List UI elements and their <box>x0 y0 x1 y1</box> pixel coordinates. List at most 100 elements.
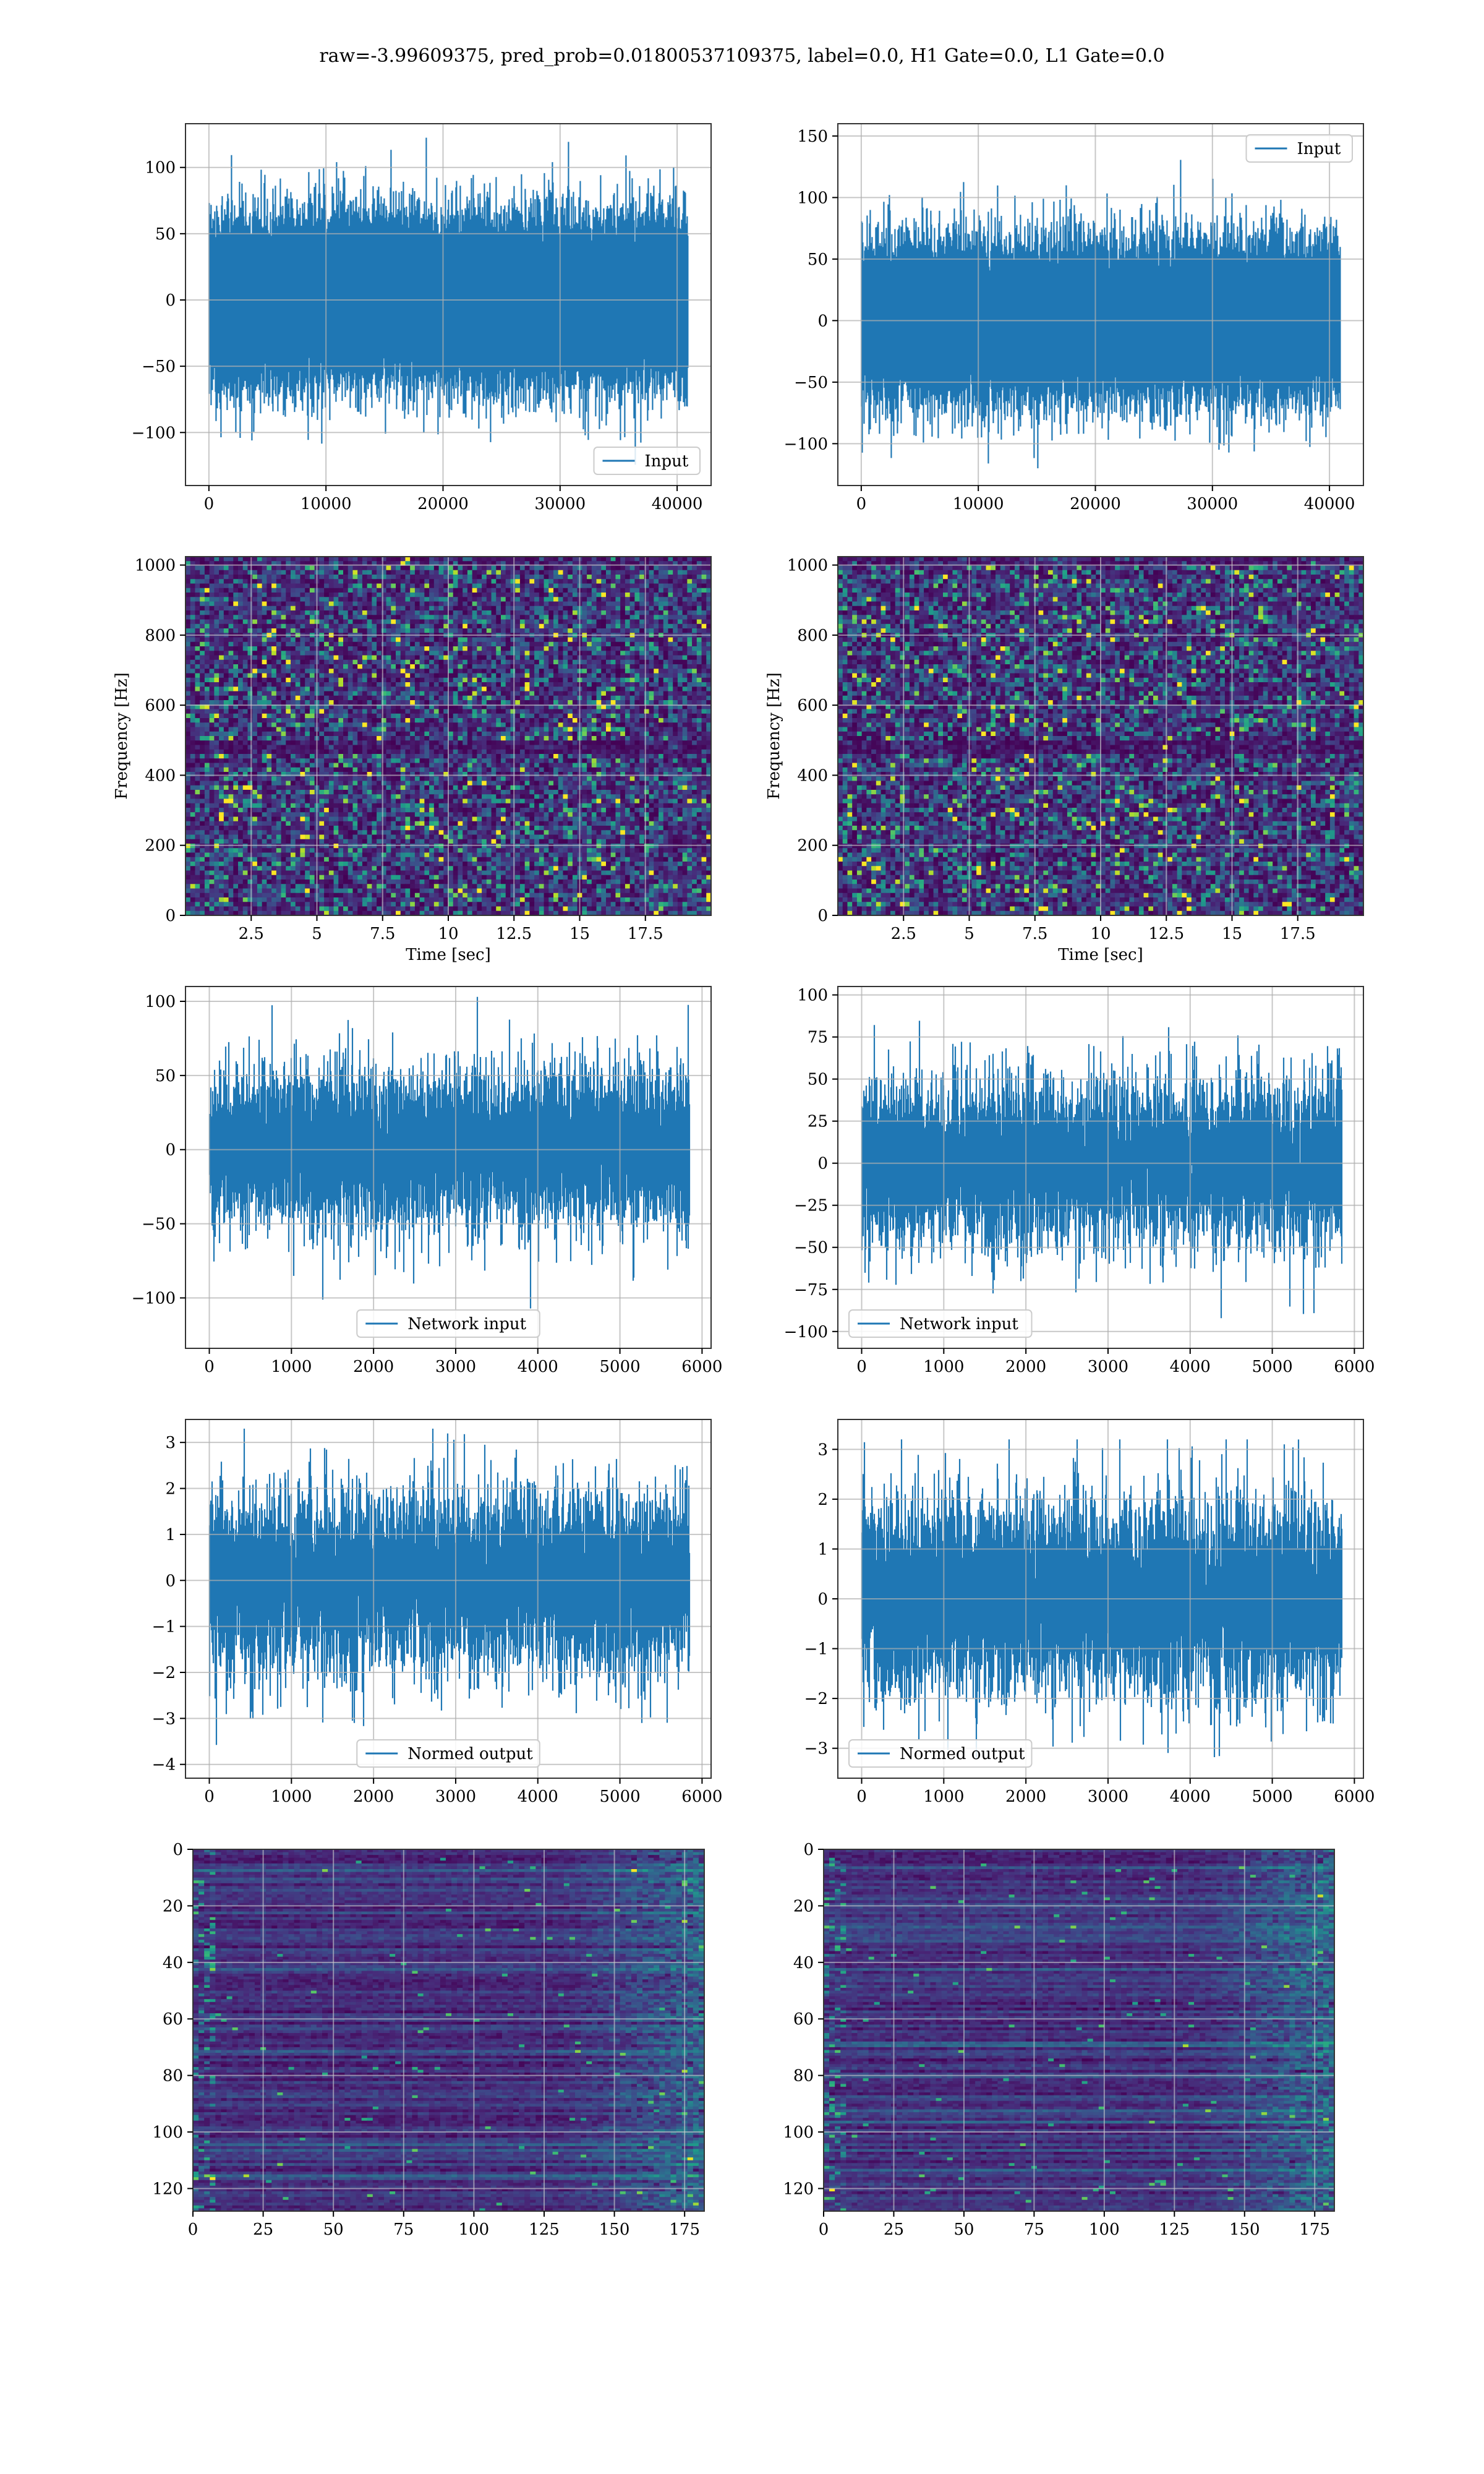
spectrogram-cell <box>644 588 650 593</box>
spectrogram-cell <box>405 682 411 687</box>
spectrogram-cell <box>443 664 449 669</box>
spectrogram-cell <box>515 606 521 611</box>
spectrogram-cell <box>458 669 463 674</box>
spectrogram-cell <box>400 673 406 678</box>
spectrogram-cell <box>247 691 253 696</box>
spectrogram-cell <box>539 593 545 597</box>
spectrogram-cell <box>491 570 497 575</box>
spectrogram-cell <box>572 619 578 625</box>
spectrogram-cell <box>539 588 545 593</box>
spectrogram-cell <box>682 727 688 732</box>
spectrogram-cell <box>405 691 411 696</box>
spectrogram-cell <box>644 641 650 647</box>
spectrogram-cell <box>692 579 697 584</box>
spectrogram-cell <box>372 588 377 593</box>
spectrogram-cell <box>572 722 578 728</box>
spectrogram-cell <box>214 727 220 732</box>
spectrogram-cell <box>381 641 387 647</box>
spectrogram-cell <box>467 677 473 683</box>
spectrogram-cell <box>233 601 239 607</box>
spectrogram-cell <box>386 646 391 651</box>
spectrogram-cell <box>338 655 344 661</box>
spectrogram-cell <box>262 646 267 651</box>
spectrogram-cell <box>572 727 578 732</box>
spectrogram-cell <box>377 740 382 746</box>
spectrogram-cell <box>596 736 602 741</box>
spectrogram-cell <box>453 601 459 607</box>
spectrogram-cell <box>486 727 492 732</box>
spectrogram-cell <box>668 641 673 647</box>
spectrogram-cell <box>257 691 263 696</box>
spectrogram-cell <box>659 682 664 687</box>
spectrogram-cell <box>429 718 435 723</box>
spectrogram-cell <box>386 704 391 710</box>
spectrogram-cell <box>276 691 282 696</box>
spectrogram-cell <box>424 597 430 602</box>
spectrogram-cell <box>209 646 215 651</box>
spectrogram-cell <box>501 713 506 719</box>
spectrogram-cell <box>305 557 310 562</box>
spectrogram-cell <box>654 713 659 719</box>
spectrogram-cell <box>524 615 530 620</box>
spectrogram-cell <box>319 646 325 651</box>
spectrogram-cell <box>591 597 597 602</box>
spectrogram-cell <box>673 687 678 692</box>
spectrogram-cell <box>610 623 616 629</box>
spectrogram-cell <box>696 691 702 696</box>
spectrogram-cell <box>357 597 363 602</box>
spectrogram-cell <box>443 610 449 615</box>
spectrogram-cell <box>701 709 707 714</box>
spectrogram-cell <box>659 579 664 584</box>
spectrogram-cell <box>252 570 258 575</box>
spectrogram-cell <box>519 583 526 589</box>
spectrogram-cell <box>242 659 249 665</box>
spectrogram-cell <box>419 687 425 692</box>
spectrogram-cell <box>682 610 688 615</box>
spectrogram-cell <box>448 736 454 741</box>
spectrogram-cell <box>663 736 669 741</box>
spectrogram-cell <box>362 557 368 562</box>
spectrogram-cell <box>601 575 607 580</box>
spectrogram-cell <box>262 669 267 674</box>
spectrogram-cell <box>701 655 707 661</box>
spectrogram-cell <box>615 583 621 589</box>
spectrogram-cell <box>238 593 244 597</box>
spectrogram-cell <box>644 669 650 674</box>
spectrogram-cell <box>271 682 277 687</box>
spectrogram-cell <box>377 565 382 571</box>
spectrogram-cell <box>247 597 253 602</box>
spectrogram-cell <box>429 736 435 741</box>
spectrogram-cell <box>477 740 482 746</box>
spectrogram-cell <box>563 709 568 714</box>
spectrogram-cell <box>463 615 468 620</box>
spectrogram-cell <box>596 700 602 705</box>
spectrogram-cell <box>572 583 578 589</box>
spectrogram-cell <box>338 677 344 683</box>
spectrogram-cell <box>286 677 291 683</box>
spectrogram-cell <box>381 655 387 661</box>
spectrogram-cell <box>558 731 564 737</box>
spectrogram-cell <box>291 579 296 584</box>
spectrogram-cell <box>267 628 272 633</box>
spectrogram-cell <box>276 575 282 580</box>
spectrogram-cell <box>328 615 335 620</box>
spectrogram-cell <box>352 740 358 746</box>
spectrogram-cell <box>328 557 335 562</box>
spectrogram-cell <box>305 619 310 625</box>
spectrogram-cell <box>195 561 200 567</box>
spectrogram-cell <box>519 718 526 723</box>
spectrogram-cell <box>629 709 635 714</box>
spectrogram-cell <box>219 623 224 629</box>
spectrogram-cell <box>467 673 473 678</box>
spectrogram-cell <box>591 628 597 633</box>
spectrogram-cell <box>410 597 416 602</box>
spectrogram-cell <box>333 655 339 661</box>
spectrogram-cell <box>204 736 210 741</box>
spectrogram-cell <box>644 610 650 615</box>
spectrogram-cell <box>424 659 430 665</box>
spectrogram-cell <box>510 637 516 643</box>
spectrogram-cell <box>281 749 286 755</box>
spectrogram-cell <box>309 623 315 629</box>
spectrogram-cell <box>458 664 463 669</box>
spectrogram-cell <box>343 646 349 651</box>
